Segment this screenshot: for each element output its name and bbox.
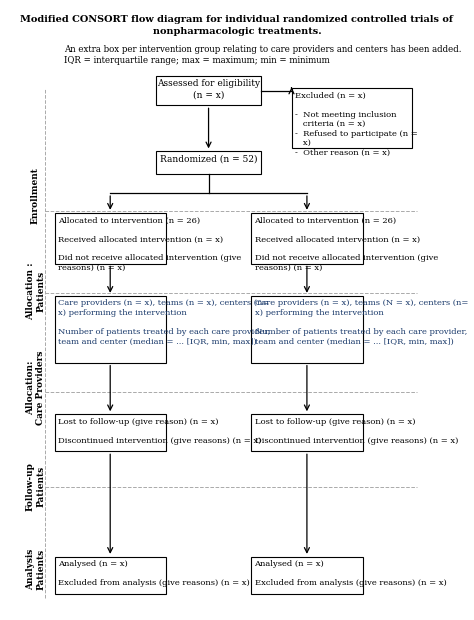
Bar xyxy=(55,414,166,451)
Text: Care providers (n = x), teams (n = x), centers (n=
x) performing the interventio: Care providers (n = x), teams (n = x), c… xyxy=(58,299,270,345)
Text: Enrollment: Enrollment xyxy=(31,167,40,224)
Text: Care providers (n = x), teams (N = x), centers (n=
x) performing the interventio: Care providers (n = x), teams (N = x), c… xyxy=(255,299,468,345)
Bar xyxy=(251,213,363,264)
Bar xyxy=(156,76,261,105)
Bar xyxy=(55,557,166,594)
Text: Allocated to intervention (n = 26)

Received allocated intervention (n = x)

Did: Allocated to intervention (n = 26) Recei… xyxy=(255,216,438,272)
Text: Lost to follow-up (give reason) (n = x)

Discontinued intervention (give reasons: Lost to follow-up (give reason) (n = x) … xyxy=(58,418,261,445)
Text: Randomized (n = 52): Randomized (n = 52) xyxy=(160,155,257,164)
Text: Modified CONSORT flow diagram for individual randomized controlled trials of
non: Modified CONSORT flow diagram for indivi… xyxy=(20,16,454,35)
Text: An extra box per intervention group relating to care providers and centers has b: An extra box per intervention group rela… xyxy=(64,45,462,64)
Text: Excluded (n = x)

-  Not meeting inclusion
   criteria (n = x)
-  Refused to par: Excluded (n = x) - Not meeting inclusion… xyxy=(295,92,418,157)
Text: Lost to follow-up (give reason) (n = x)

Discontinued intervention (give reasons: Lost to follow-up (give reason) (n = x) … xyxy=(255,418,458,445)
Text: Analysed (n = x)

Excluded from analysis (give reasons) (n = x): Analysed (n = x) Excluded from analysis … xyxy=(58,560,250,588)
Bar xyxy=(156,151,261,174)
Bar xyxy=(55,296,166,363)
Text: Allocation:
Care Providers: Allocation: Care Providers xyxy=(26,350,45,425)
Text: Analysed (n = x)

Excluded from analysis (give reasons) (n = x): Analysed (n = x) Excluded from analysis … xyxy=(255,560,447,588)
Text: Allocated to intervention (n = 26)

Received allocated intervention (n = x)

Did: Allocated to intervention (n = 26) Recei… xyxy=(58,216,241,272)
Bar xyxy=(251,414,363,451)
Text: Allocation :
Patients: Allocation : Patients xyxy=(26,263,45,320)
Bar xyxy=(55,213,166,264)
Text: Analysis
Patients: Analysis Patients xyxy=(26,549,45,590)
Text: Follow-up
Patients: Follow-up Patients xyxy=(26,463,45,511)
Bar xyxy=(251,557,363,594)
Bar xyxy=(292,88,412,148)
Text: Assessed for eligibility
(n = x): Assessed for eligibility (n = x) xyxy=(157,79,260,99)
Bar xyxy=(251,296,363,363)
